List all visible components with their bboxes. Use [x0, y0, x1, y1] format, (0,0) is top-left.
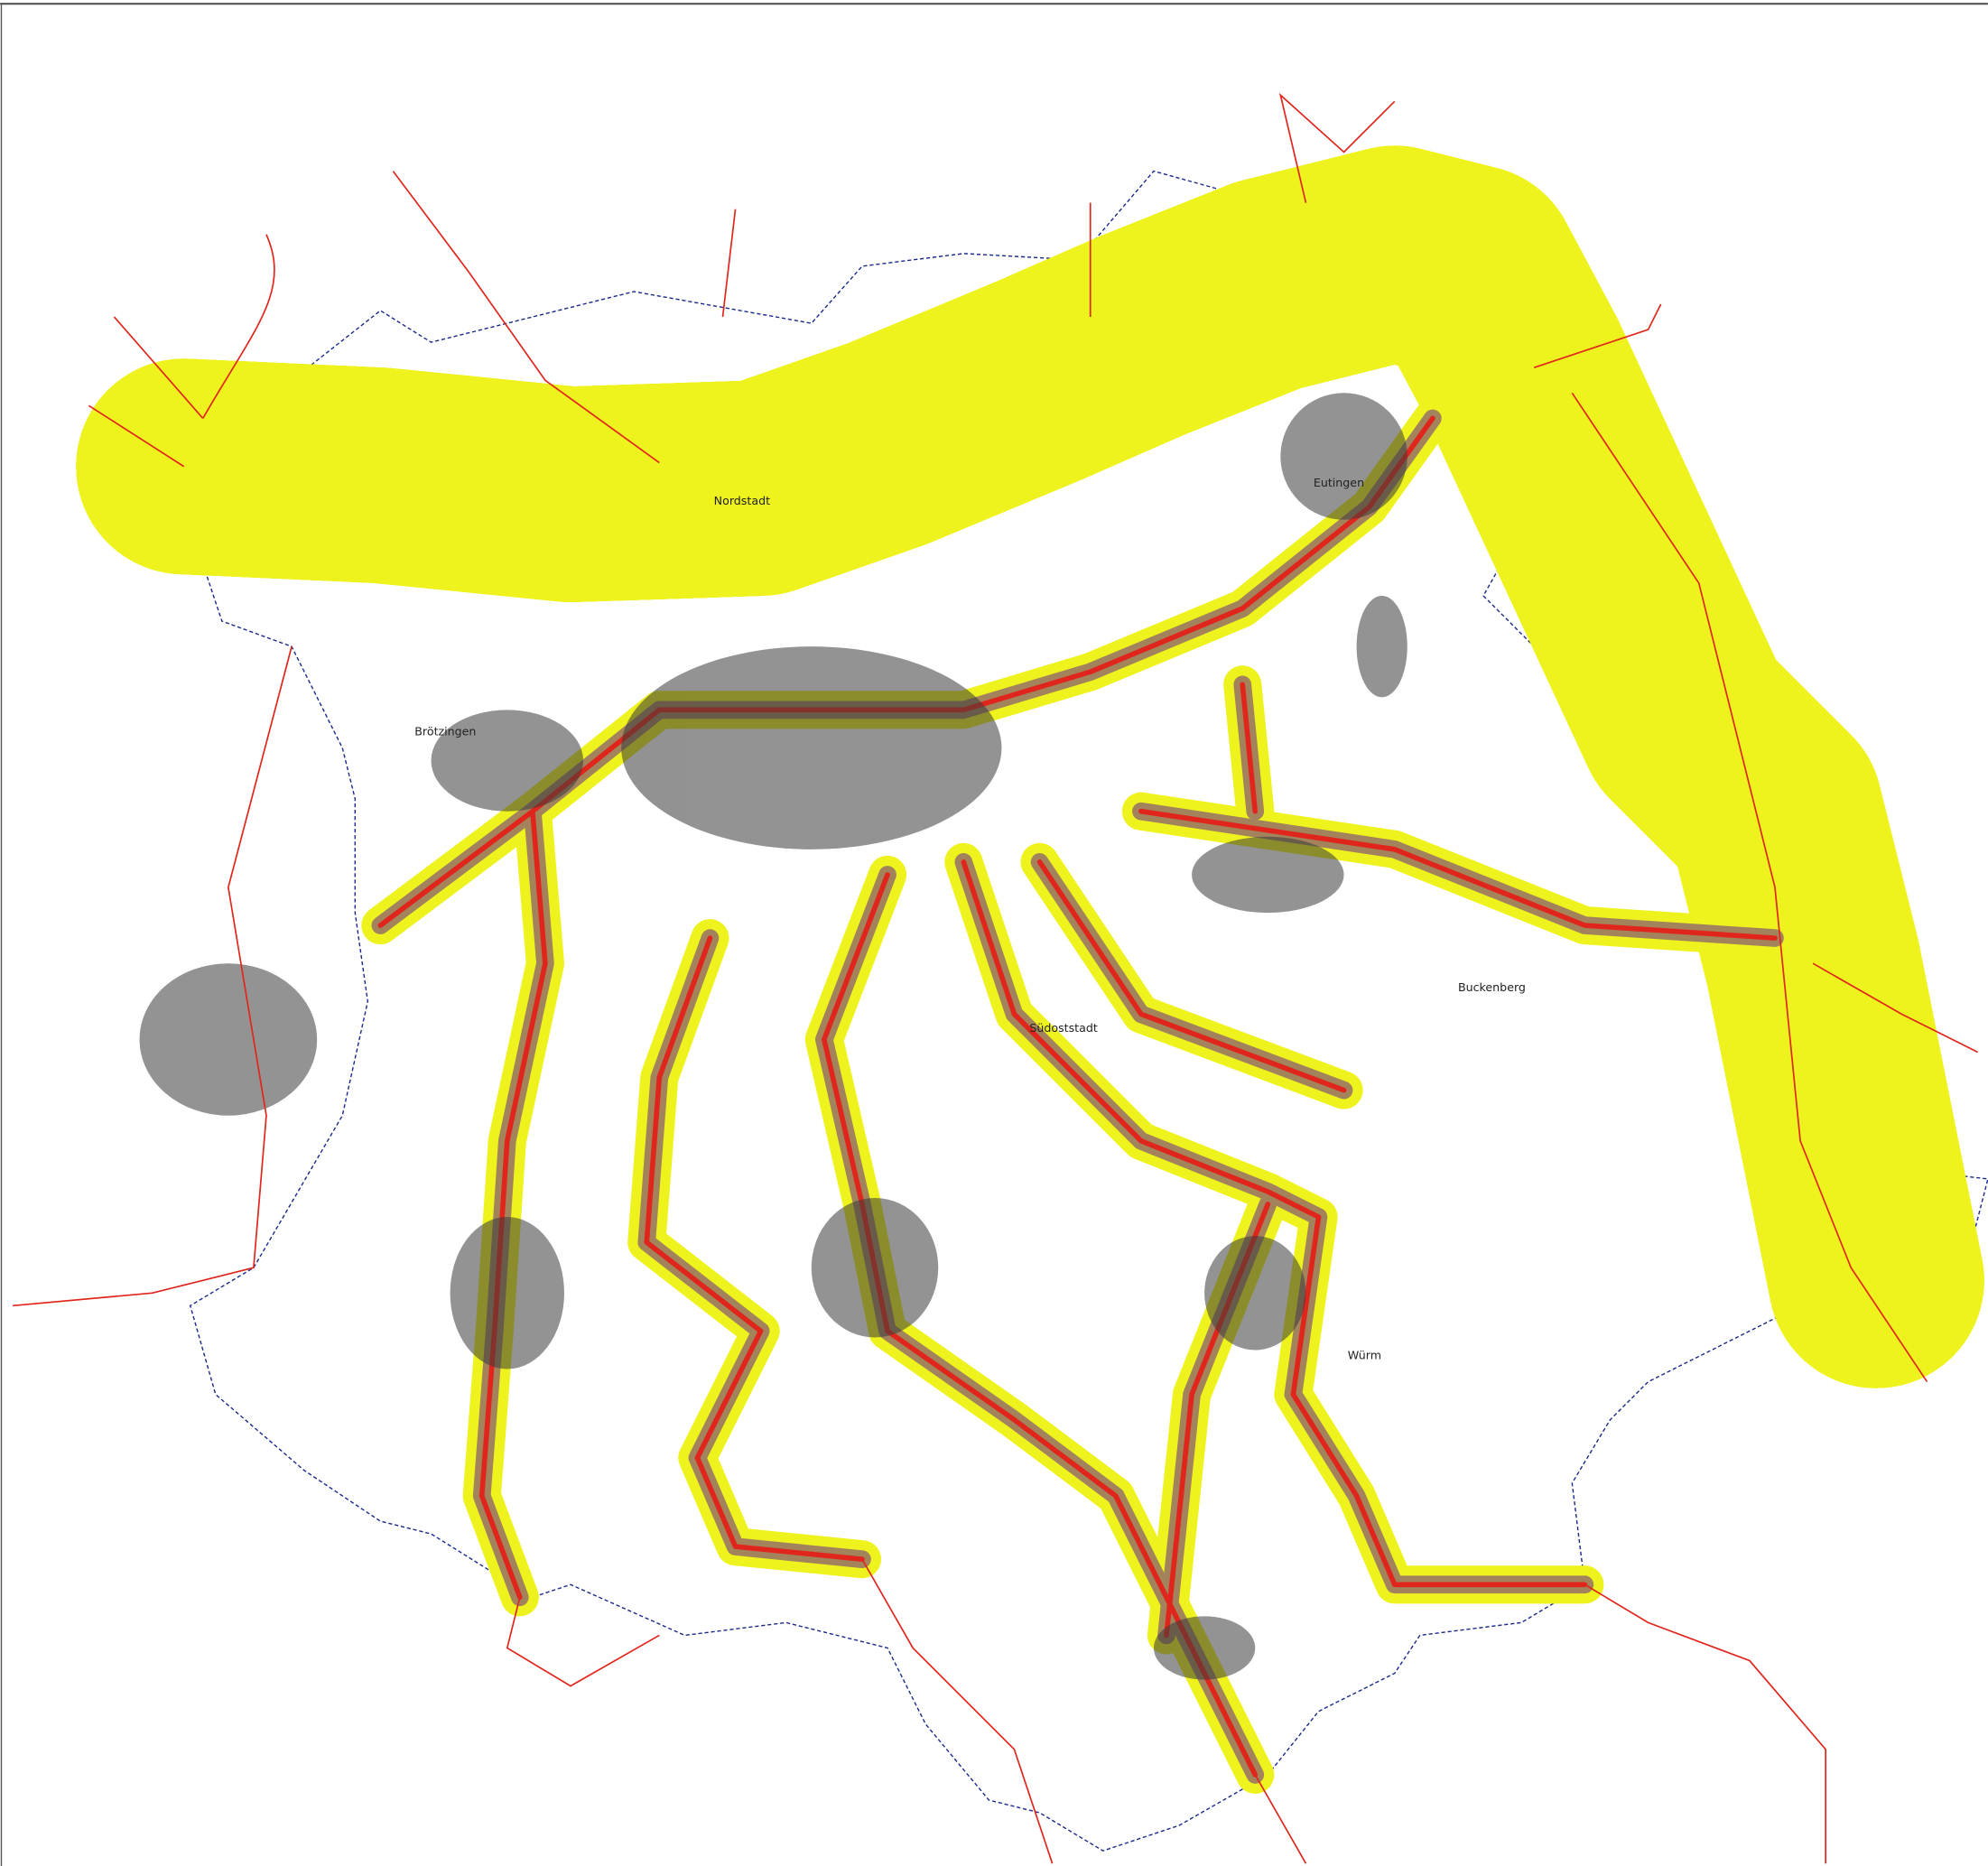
built-up-areas [139, 393, 1407, 1680]
district-label: Würm [1348, 1348, 1381, 1361]
district-label: Südoststadt [1029, 1021, 1098, 1035]
district-label: Eutingen [1314, 476, 1364, 489]
motorway-noise [184, 254, 1877, 1388]
district-label: Buckenberg [1458, 980, 1526, 994]
district-label: Nordstadt [714, 494, 770, 507]
outer-roads [13, 92, 1979, 1864]
city-boundary [182, 170, 1988, 1852]
district-label: Brötzingen [414, 724, 476, 738]
